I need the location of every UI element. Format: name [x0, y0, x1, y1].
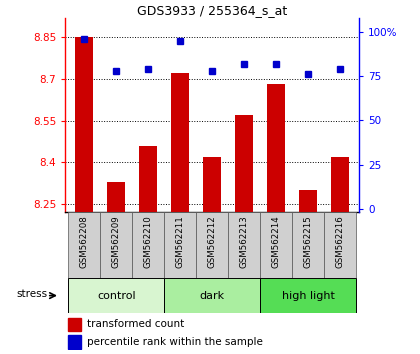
Bar — [139, 145, 157, 212]
Bar — [196, 212, 228, 278]
Text: GSM562215: GSM562215 — [304, 216, 312, 268]
Text: transformed count: transformed count — [87, 319, 184, 329]
Bar — [164, 212, 196, 278]
Bar — [171, 73, 189, 212]
Text: GSM562212: GSM562212 — [207, 216, 217, 268]
Bar — [68, 335, 81, 349]
Text: GSM562216: GSM562216 — [336, 216, 344, 268]
Text: stress: stress — [16, 289, 47, 299]
Bar — [260, 212, 292, 278]
Bar — [68, 212, 100, 278]
Text: GSM562213: GSM562213 — [239, 216, 249, 268]
Bar — [235, 115, 253, 212]
Text: GSM562214: GSM562214 — [271, 216, 281, 268]
Bar — [68, 278, 164, 313]
Bar — [260, 278, 356, 313]
Bar — [299, 190, 317, 212]
Bar — [108, 182, 125, 212]
Bar — [267, 85, 285, 212]
Bar — [292, 212, 324, 278]
Bar — [100, 212, 132, 278]
Text: control: control — [97, 291, 136, 301]
Text: GSM562208: GSM562208 — [80, 216, 89, 268]
Bar — [132, 212, 164, 278]
Text: GSM562211: GSM562211 — [176, 216, 185, 268]
Bar — [324, 212, 356, 278]
Bar — [228, 212, 260, 278]
Text: GSM562209: GSM562209 — [112, 216, 121, 268]
Title: GDS3933 / 255364_s_at: GDS3933 / 255364_s_at — [137, 4, 287, 17]
Bar — [203, 157, 221, 212]
Text: dark: dark — [200, 291, 225, 301]
Text: high light: high light — [281, 291, 334, 301]
Text: percentile rank within the sample: percentile rank within the sample — [87, 337, 263, 347]
Bar — [164, 278, 260, 313]
Bar — [68, 318, 81, 331]
Bar — [331, 157, 349, 212]
Text: GSM562210: GSM562210 — [144, 216, 153, 268]
Bar — [76, 37, 93, 212]
